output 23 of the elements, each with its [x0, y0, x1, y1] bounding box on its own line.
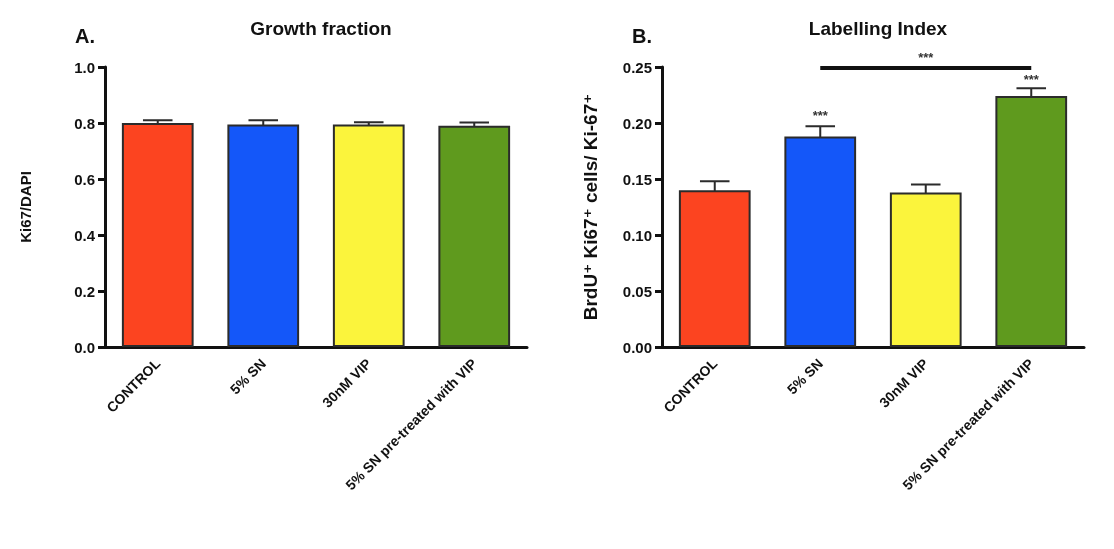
- chart-title: Labelling Index: [808, 18, 948, 39]
- y-tick-label: 0.0: [74, 338, 95, 356]
- y-axis-title: Ki67/DAPI: [17, 171, 34, 243]
- text: ***: [918, 50, 935, 65]
- y-tick-label: 0.2: [74, 282, 95, 300]
- y-tick-label: 0.15: [622, 170, 652, 188]
- annotation: ***: [1023, 72, 1040, 88]
- text: B.: [632, 25, 652, 47]
- y-tick-label: 0.20: [622, 114, 652, 132]
- y-tick-label: 0.6: [74, 170, 95, 188]
- x-tick-label: 5% SN: [783, 355, 826, 398]
- y-tick-label: 0.8: [74, 114, 95, 132]
- y-tick-label: 0.4: [74, 226, 96, 244]
- x-tick-label: 5% SN: [226, 355, 269, 398]
- y-tick-label: 0.25: [622, 58, 652, 76]
- y-tick-label: 0.05: [622, 282, 652, 300]
- y-tick-label: 0.10: [622, 226, 652, 244]
- y-axis-title: BrdU⁺ Ki67⁺ cells/ Ki-67⁺: [580, 93, 601, 321]
- y-tick-label: 1.0: [74, 58, 95, 76]
- y-tick-label: 0.00: [622, 338, 652, 356]
- chart-title: Growth fraction: [250, 18, 392, 39]
- text: A.: [75, 25, 95, 47]
- annotation: ***: [812, 108, 829, 123]
